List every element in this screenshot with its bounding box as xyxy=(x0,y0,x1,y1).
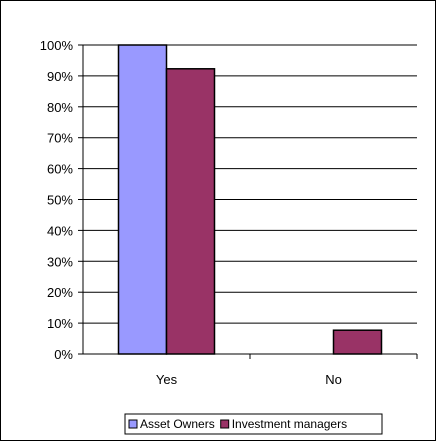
y-tick-label: 10% xyxy=(47,316,73,331)
y-tick-label: 100% xyxy=(40,38,74,53)
bar-asset-owners-yes xyxy=(117,44,168,355)
bar-investment-managers-no xyxy=(332,329,383,355)
y-tick-label: 80% xyxy=(47,100,73,115)
legend-label: Asset Owners xyxy=(140,417,215,431)
y-tick-label: 0% xyxy=(54,347,73,362)
legend: Asset Owners Investment managers xyxy=(124,413,383,435)
y-tick-label: 70% xyxy=(47,131,73,146)
bars xyxy=(117,44,383,355)
y-tick-label: 20% xyxy=(47,285,73,300)
legend-box xyxy=(124,413,383,435)
x-tick-label: No xyxy=(325,372,342,387)
y-tick-label: 40% xyxy=(47,223,73,238)
bar-investment-managers-yes xyxy=(165,68,216,355)
y-axis-ticks: 0% 10% 20% 30% 40% 50% 60% 70% 80% 90% 100% xyxy=(40,38,83,362)
y-tick-label: 60% xyxy=(47,162,73,177)
y-tick-label: 90% xyxy=(47,69,73,84)
x-axis-labels: Yes No xyxy=(156,354,418,387)
y-tick-label: 50% xyxy=(47,193,73,208)
legend-swatch xyxy=(220,419,230,429)
x-tick-label: Yes xyxy=(156,372,178,387)
legend-label: Investment managers xyxy=(232,417,347,431)
legend-swatch xyxy=(128,419,138,429)
y-tick-label: 30% xyxy=(47,254,73,269)
